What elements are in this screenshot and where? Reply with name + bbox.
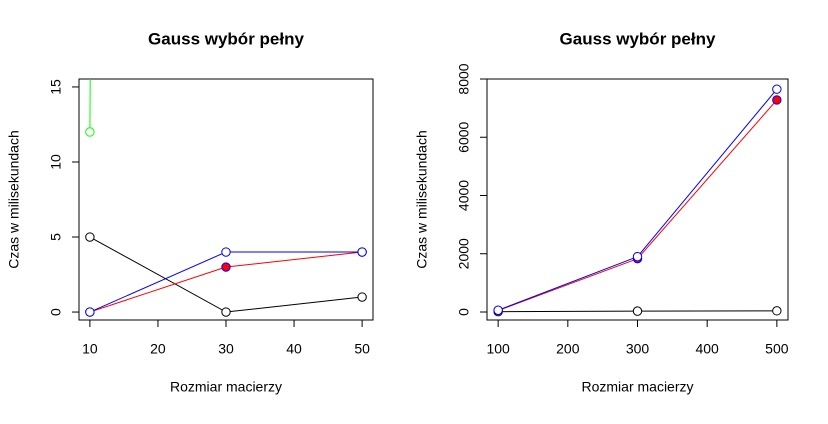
plot-frame bbox=[78, 78, 374, 321]
data-point bbox=[221, 262, 231, 272]
data-point bbox=[632, 251, 643, 262]
chart-title: Gauss wybór pełny bbox=[560, 29, 716, 48]
series-line bbox=[89, 79, 91, 132]
series-line bbox=[497, 88, 778, 311]
x-tick-label: 200 bbox=[556, 341, 580, 357]
y-axis-label: Czas w milisekundach bbox=[414, 130, 430, 269]
y-tick-label: 6000 bbox=[456, 121, 472, 152]
y-tick-label: 2000 bbox=[456, 238, 472, 269]
x-tick-label: 10 bbox=[82, 341, 98, 357]
data-point bbox=[85, 232, 95, 242]
data-point bbox=[493, 305, 503, 315]
data-point bbox=[85, 127, 95, 137]
x-tick-label: 100 bbox=[486, 341, 510, 357]
y-tick-label: 15 bbox=[48, 79, 64, 95]
data-point bbox=[357, 292, 367, 302]
y-tick-label: 0 bbox=[456, 308, 472, 316]
data-point bbox=[221, 247, 231, 257]
y-tick-label: 10 bbox=[48, 154, 64, 170]
chart-title: Gauss wybór pełny bbox=[148, 29, 304, 48]
plot-area bbox=[493, 84, 782, 317]
x-tick-label: 50 bbox=[354, 341, 370, 357]
data-point bbox=[357, 247, 367, 257]
x-axis-label: Rozmiar macierzy bbox=[170, 379, 282, 395]
x-tick-label: 400 bbox=[695, 341, 719, 357]
series-line bbox=[89, 251, 363, 313]
x-tick-label: 500 bbox=[765, 341, 789, 357]
x-tick-label: 30 bbox=[218, 341, 234, 357]
data-point bbox=[772, 95, 782, 105]
series-line bbox=[89, 251, 363, 313]
y-tick-label: 5 bbox=[48, 233, 64, 241]
y-tick-label: 8000 bbox=[456, 63, 472, 94]
data-point bbox=[632, 306, 643, 316]
y-tick-label: 0 bbox=[48, 308, 64, 316]
data-point bbox=[85, 307, 95, 317]
data-point bbox=[772, 84, 782, 94]
y-axis-label: Czas w milisekundach bbox=[6, 130, 22, 269]
x-tick-label: 300 bbox=[626, 341, 650, 357]
plot-frame bbox=[486, 78, 789, 321]
series-line bbox=[497, 99, 778, 312]
y-tick-label: 4000 bbox=[456, 180, 472, 211]
data-point bbox=[772, 306, 782, 316]
plot-area bbox=[85, 79, 367, 317]
data-point bbox=[221, 307, 231, 317]
x-axis-label: Rozmiar macierzy bbox=[581, 379, 693, 395]
x-tick-label: 40 bbox=[286, 341, 302, 357]
x-tick-label: 20 bbox=[150, 341, 166, 357]
